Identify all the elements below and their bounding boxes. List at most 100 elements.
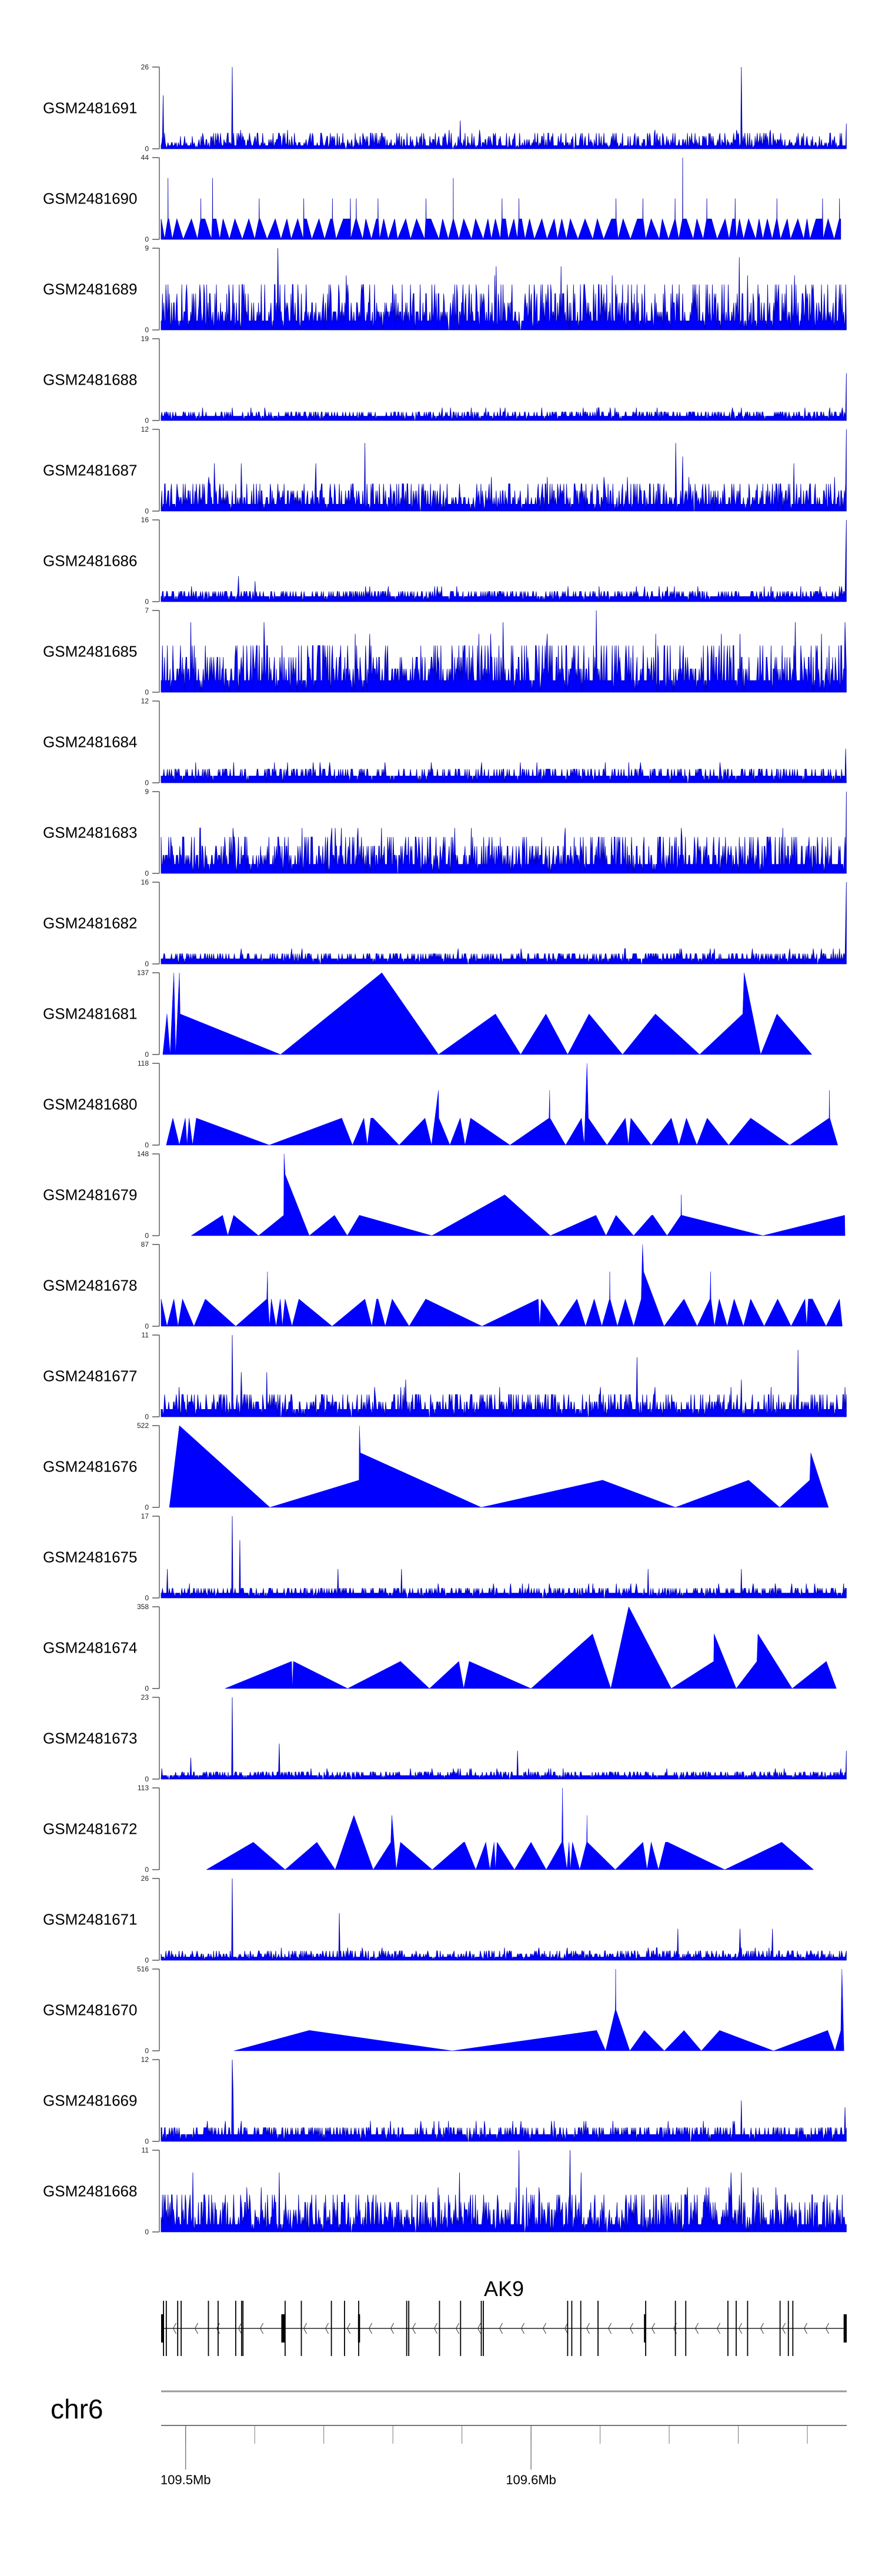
track-label: GSM2481668 [43, 2183, 137, 2200]
gene-utr-block [843, 2314, 847, 2343]
y-tick-label-max: 12 [141, 425, 149, 433]
track-GSM2481681: GSM2481681 137 0 [43, 969, 813, 1059]
y-tick-label-max: 9 [145, 788, 149, 796]
track-label: GSM2481685 [43, 643, 137, 660]
y-tick-label-min: 0 [145, 507, 149, 515]
strand-arrow-icon [825, 2323, 829, 2334]
strand-arrow-icon [216, 2323, 220, 2334]
y-tick-label-min: 0 [145, 2047, 149, 2055]
coverage-area-GSM2481669 [161, 2059, 847, 2142]
coverage-area-GSM2481685 [161, 610, 847, 693]
coverage-area-GSM2481688 [161, 373, 847, 421]
gene-exon [483, 2301, 484, 2356]
y-tick-label-min: 0 [145, 416, 149, 425]
track-label: GSM2481684 [43, 733, 137, 751]
gene-exon [165, 2301, 167, 2356]
genome-axis: 109.5Mb 109.6Mb [161, 2425, 847, 2487]
gene-track: AK9 [161, 2277, 847, 2356]
gene-utr-block [281, 2314, 285, 2343]
y-tick-label-max: 17 [141, 1512, 149, 1520]
track-GSM2481686: GSM2481686 16 0 [43, 516, 847, 606]
track-label: GSM2481674 [43, 1639, 137, 1657]
coverage-area-GSM2481672 [206, 1787, 814, 1870]
strand-arrow-icon [629, 2323, 633, 2334]
coverage-area-GSM2481680 [166, 1063, 838, 1146]
track-GSM2481679: GSM2481679 148 0 [43, 1150, 846, 1240]
track-GSM2481687: GSM2481687 12 0 [43, 425, 847, 515]
coverage-area-GSM2481675 [161, 1516, 847, 1599]
track-GSM2481688: GSM2481688 19 0 [43, 335, 847, 425]
coverage-area-GSM2481684 [161, 749, 847, 783]
gene-exon [330, 2301, 332, 2356]
track-label: GSM2481678 [43, 1277, 137, 1294]
gene-exon [779, 2301, 781, 2356]
y-tick-label-min: 0 [145, 869, 149, 877]
y-tick-label-min: 0 [145, 1956, 149, 1964]
y-tick-label-min: 0 [145, 1050, 149, 1059]
y-tick-label-max: 11 [142, 1331, 149, 1339]
y-tick-label-max: 12 [141, 2056, 149, 2064]
strand-arrow-icon [738, 2323, 742, 2334]
chromosome-label: chr6 [51, 2394, 103, 2424]
gene-exon [580, 2301, 582, 2356]
gene-utr-block [161, 2314, 164, 2343]
track-label: GSM2481671 [43, 1911, 137, 1928]
strand-arrow-icon [564, 2323, 568, 2334]
strand-arrow-icon [651, 2323, 655, 2334]
strand-arrow-icon [499, 2323, 503, 2334]
y-tick-label-max: 16 [141, 516, 149, 524]
y-tick-label-max: 118 [138, 1059, 149, 1067]
gene-exon [567, 2301, 569, 2356]
strand-arrow-icon [390, 2323, 394, 2334]
chromosome-track: chr6 [51, 2390, 847, 2424]
gene-exon [208, 2301, 209, 2356]
gene-name-label: AK9 [484, 2277, 524, 2301]
coverage-area-GSM2481678 [161, 1244, 843, 1327]
gene-utr-block [644, 2314, 646, 2343]
track-GSM2481676: GSM2481676 522 0 [43, 1422, 829, 1511]
coverage-area-GSM2481679 [191, 1153, 846, 1236]
y-tick-label-min: 0 [145, 688, 149, 696]
track-label: GSM2481677 [43, 1367, 137, 1385]
gene-exon [181, 2301, 182, 2356]
y-tick-label-max: 26 [141, 1874, 149, 1883]
axis-tick-label: 109.6Mb [506, 2472, 556, 2487]
gene-exon [571, 2301, 573, 2356]
track-label: GSM2481686 [43, 552, 137, 570]
track-label: GSM2481681 [43, 1005, 137, 1023]
y-tick-label-max: 87 [141, 1240, 149, 1249]
gene-exon [685, 2301, 687, 2356]
gene-exon [240, 2301, 242, 2356]
y-tick-label-max: 16 [141, 878, 149, 886]
gene-exon [439, 2301, 440, 2356]
track-GSM2481680: GSM2481680 118 0 [43, 1059, 838, 1149]
strand-arrow-icon [803, 2323, 807, 2334]
coverage-area-GSM2481686 [161, 519, 847, 602]
strand-arrow-icon [781, 2323, 786, 2334]
track-label: GSM2481687 [43, 462, 137, 479]
y-tick-label-max: 516 [137, 1965, 149, 1973]
track-GSM2481691: GSM2481691 26 0 [43, 63, 847, 153]
gene-exon [787, 2301, 789, 2356]
y-tick-label-max: 9 [145, 244, 149, 252]
track-GSM2481677: GSM2481677 11 0 [43, 1331, 847, 1421]
y-tick-label-min: 0 [145, 2137, 149, 2145]
axis-tick-label: 109.5Mb [161, 2472, 211, 2487]
track-label: GSM2481679 [43, 1186, 137, 1204]
track-label: GSM2481672 [43, 1820, 137, 1838]
coverage-area-GSM2481691 [161, 66, 847, 149]
y-tick-label-min: 0 [145, 1775, 149, 1783]
strand-arrow-icon [303, 2323, 307, 2334]
y-tick-label-min: 0 [145, 2228, 149, 2236]
gene-exon [408, 2301, 410, 2356]
strand-arrow-icon [238, 2323, 242, 2334]
strand-arrow-icon [586, 2323, 590, 2334]
gene-exon [727, 2301, 729, 2356]
track-GSM2481684: GSM2481684 12 0 [43, 697, 847, 787]
coverage-area-GSM2481690 [161, 157, 841, 241]
y-tick-label-max: 44 [141, 154, 149, 162]
y-tick-label-max: 137 [137, 969, 149, 977]
gene-exon [747, 2301, 749, 2356]
strand-arrow-icon [259, 2323, 263, 2334]
